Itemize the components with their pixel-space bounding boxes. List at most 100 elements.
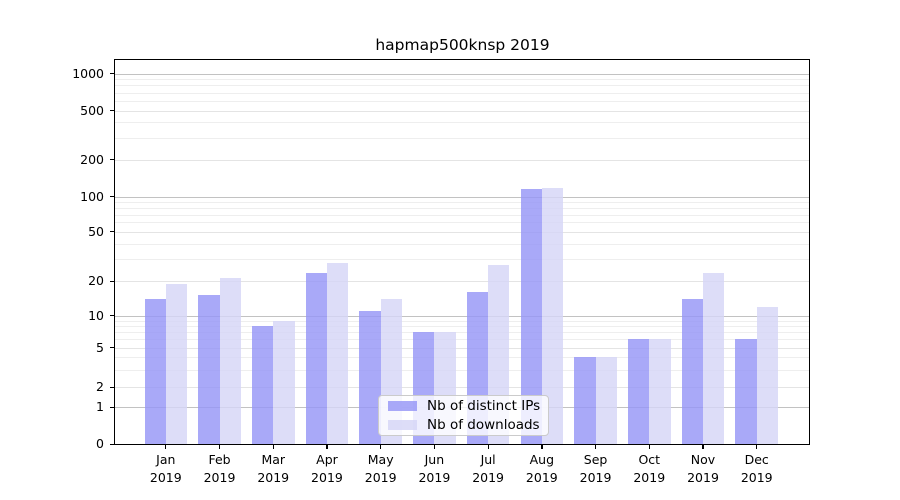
y-minor-gridline bbox=[115, 207, 809, 209]
x-tick-mark bbox=[326, 445, 328, 449]
y-minor-gridline bbox=[115, 85, 809, 87]
y-tick-label: 50 bbox=[88, 223, 104, 239]
y-tick-mark bbox=[110, 406, 114, 408]
ips-bar bbox=[574, 357, 596, 444]
x-tick-mark bbox=[433, 445, 436, 449]
x-tick-mark bbox=[756, 445, 758, 449]
downloads-bar bbox=[326, 262, 349, 444]
ips-bar bbox=[251, 326, 274, 444]
y-minor-gridline bbox=[115, 326, 809, 327]
y-decade-gridline bbox=[115, 73, 809, 75]
y-minor-gridline bbox=[115, 214, 809, 216]
y-tick-label: 0 bbox=[96, 436, 104, 451]
y-tick-label: 20 bbox=[88, 273, 104, 288]
y-minor-gridline bbox=[115, 79, 809, 81]
downloads-swatch bbox=[388, 420, 417, 430]
ips-bar bbox=[627, 339, 650, 444]
y-tick-label: 1000 bbox=[72, 65, 104, 81]
legend: Nb of distinct IPs Nb of downloads bbox=[378, 395, 549, 436]
downloads-bar bbox=[649, 339, 671, 444]
legend-label-distinct-ips: Nb of distinct IPs bbox=[427, 397, 541, 414]
x-tick-label-may: May 2019 bbox=[364, 452, 397, 485]
downloads-bar bbox=[703, 273, 725, 444]
x-tick-mark bbox=[541, 445, 543, 449]
downloads-bar bbox=[756, 306, 779, 444]
x-tick-label-jun: Jun 2019 bbox=[418, 452, 451, 485]
y-tick-mark bbox=[110, 110, 114, 112]
ips-bar bbox=[735, 339, 757, 444]
y-tick-label: 100 bbox=[80, 188, 104, 204]
y-minor-gridline bbox=[115, 122, 809, 124]
x-tick-mark bbox=[272, 445, 274, 449]
downloads-bar bbox=[595, 357, 617, 444]
x-tick-label-oct: Oct 2019 bbox=[633, 452, 666, 485]
downloads-bar bbox=[219, 278, 241, 444]
distinct-ips-swatch bbox=[388, 401, 417, 411]
y-tick-mark bbox=[110, 73, 114, 75]
y-minor-gridline bbox=[115, 201, 809, 203]
ips-bar bbox=[144, 298, 166, 444]
downloads-bar bbox=[273, 320, 295, 444]
y-tick-mark bbox=[110, 231, 114, 233]
ips-bar bbox=[305, 273, 327, 444]
y-tick-mark bbox=[110, 443, 114, 445]
plot-border bbox=[114, 59, 810, 445]
x-tick-mark bbox=[380, 445, 382, 449]
ips-bar bbox=[359, 310, 381, 444]
x-tick-label-aug: Aug 2019 bbox=[525, 452, 558, 485]
x-tick-label-sep: Sep 2019 bbox=[579, 452, 612, 485]
x-tick-label-jul: Jul 2019 bbox=[472, 452, 505, 485]
y-minor-gridline bbox=[115, 243, 809, 245]
chart-title: hapmap500knsp 2019 bbox=[375, 36, 550, 54]
x-tick-label-apr: Apr 2019 bbox=[311, 452, 343, 485]
y-tick-mark bbox=[110, 196, 114, 198]
x-tick-label-dec: Dec 2019 bbox=[740, 452, 773, 485]
y-tick-label: 500 bbox=[80, 102, 104, 118]
y-minor-gridline bbox=[115, 222, 809, 224]
x-tick-mark bbox=[165, 445, 167, 449]
y-decade-gridline bbox=[115, 196, 809, 198]
legend-label-downloads: Nb of downloads bbox=[427, 416, 540, 433]
downloads-bar bbox=[165, 283, 188, 444]
ips-bar bbox=[681, 298, 703, 444]
y-minor-gridline bbox=[115, 339, 809, 341]
y-tick-mark bbox=[110, 315, 114, 317]
legend-item-distinct-ips: Nb of distinct IPs bbox=[388, 397, 541, 414]
y-tick-mark bbox=[110, 159, 114, 161]
y-tick-label: 2 bbox=[96, 379, 104, 394]
y-tick-mark bbox=[110, 347, 114, 349]
y-minor-gridline bbox=[115, 100, 809, 102]
y-tick-label: 1 bbox=[96, 399, 104, 414]
y-tick-label: 10 bbox=[88, 307, 104, 323]
x-tick-label-mar: Mar 2019 bbox=[257, 452, 290, 485]
y-decade-gridline bbox=[115, 315, 809, 317]
x-tick-mark bbox=[594, 445, 597, 449]
y-gridline bbox=[115, 347, 809, 349]
downloads-bar bbox=[541, 187, 564, 444]
ips-bar bbox=[198, 295, 220, 444]
y-gridline bbox=[115, 387, 809, 388]
y-gridline bbox=[115, 281, 809, 282]
y-tick-label: 200 bbox=[80, 151, 104, 167]
y-minor-gridline bbox=[115, 332, 809, 334]
legend-item-downloads: Nb of downloads bbox=[388, 416, 540, 433]
y-gridline bbox=[115, 231, 809, 233]
y-minor-gridline bbox=[115, 357, 809, 359]
y-tick-mark bbox=[110, 280, 114, 282]
y-minor-gridline bbox=[115, 259, 809, 261]
y-gridline bbox=[115, 110, 809, 112]
y-minor-gridline bbox=[115, 92, 809, 94]
y-minor-gridline bbox=[115, 137, 809, 139]
y-minor-gridline bbox=[115, 369, 809, 371]
x-tick-label-nov: Nov 2019 bbox=[687, 452, 719, 485]
x-tick-mark bbox=[702, 445, 704, 449]
y-gridline bbox=[115, 159, 809, 161]
x-tick-label-jan: Jan 2019 bbox=[149, 452, 182, 485]
ips-bar bbox=[520, 189, 542, 444]
y-minor-gridline bbox=[115, 320, 809, 322]
x-tick-mark bbox=[487, 445, 489, 449]
y-tick-mark bbox=[110, 386, 114, 388]
x-tick-mark bbox=[218, 445, 221, 449]
y-tick-label: 5 bbox=[96, 339, 104, 355]
